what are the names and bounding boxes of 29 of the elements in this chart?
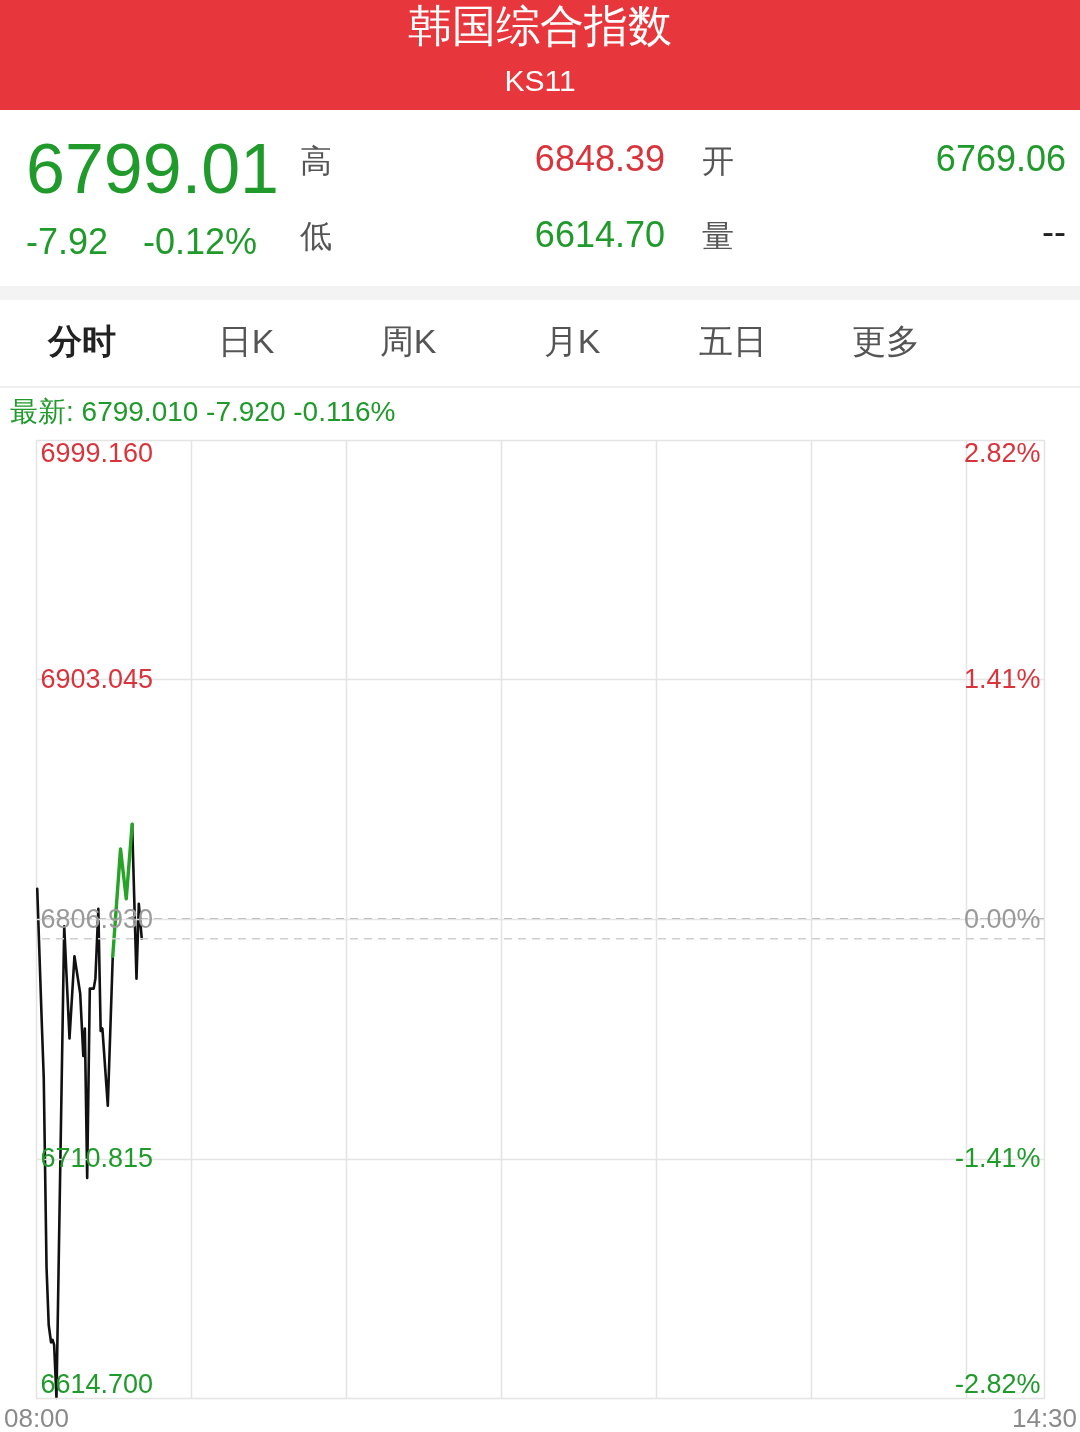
text: 6848.39 — [534, 138, 665, 179]
x-tick-label: 14:30 — [1011, 1402, 1078, 1432]
y2-tick-label: -2.82% — [954, 1368, 1041, 1399]
chart-subtitle: KS11 — [504, 64, 576, 97]
y2-tick-label: 1.41% — [963, 664, 1041, 694]
text: 量 — [702, 218, 734, 254]
y2-tick-label: -1.41% — [954, 1143, 1041, 1173]
text: -7.92 — [26, 221, 109, 262]
y2-tick-label: 0.00% — [963, 903, 1041, 934]
text: 6769.06 — [935, 138, 1066, 179]
text: 周K — [379, 322, 437, 360]
text: 最新: 6799.010 -7.920 -0.116% — [10, 396, 396, 427]
text: -- — [1042, 211, 1066, 252]
y2-tick-label: 2.82% — [963, 437, 1041, 468]
y-tick-label: 6903.045 — [40, 664, 154, 694]
text: -0.12% — [143, 221, 258, 262]
text: 五日 — [699, 322, 767, 360]
text: 低 — [300, 218, 332, 254]
text: 6614.70 — [534, 214, 665, 255]
chart-title: 韩国综合指数 — [408, 1, 672, 50]
text: 月K — [543, 322, 601, 360]
text: 日K — [217, 322, 275, 360]
text: 开 — [702, 143, 734, 179]
y-tick-label: 6999.160 — [40, 437, 154, 468]
text: 6799.01 — [26, 130, 280, 208]
x-tick-label: 08:00 — [3, 1402, 70, 1432]
text: 分时 — [47, 322, 116, 360]
text: 高 — [300, 143, 332, 179]
text: 更多 — [852, 322, 920, 360]
